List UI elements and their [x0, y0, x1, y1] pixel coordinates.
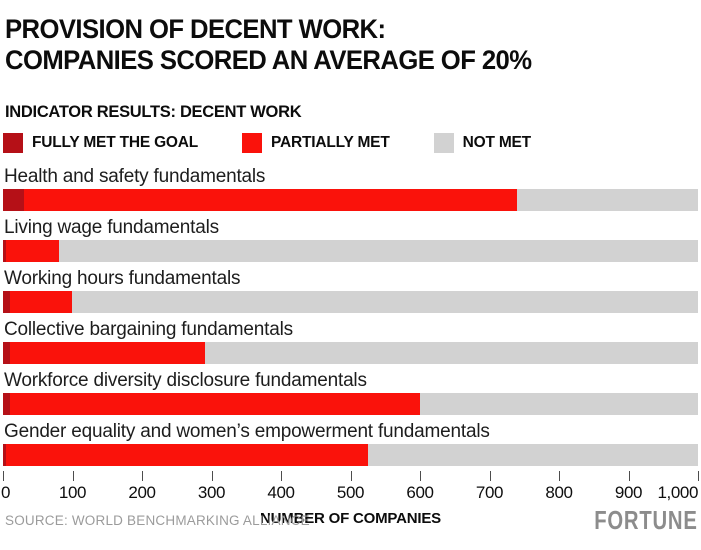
- stacked-bar: [3, 342, 698, 364]
- tick-mark: [211, 471, 213, 481]
- bar-segment-fully-met-the-goal: [3, 291, 10, 313]
- indicator-label: Living wage fundamentals: [4, 217, 219, 238]
- bar-segment-fully-met-the-goal: [3, 189, 24, 211]
- bar-segment-partially-met: [9, 291, 73, 313]
- source-credit: SOURCE: WORLD BENCHMARKING ALLIANCE: [5, 513, 310, 528]
- bar-segment-not-met: [58, 240, 698, 262]
- indicator-label: Health and safety fundamentals: [4, 166, 266, 187]
- bar-segment-partially-met: [6, 240, 59, 262]
- tick-label: 900: [614, 483, 643, 502]
- indicator-label: Workforce diversity disclosure fundament…: [4, 370, 367, 391]
- bar-segment-not-met: [204, 342, 698, 364]
- bar-segment-fully-met-the-goal: [3, 342, 10, 364]
- tick-mark: [350, 471, 352, 481]
- indicator-row: Living wage fundamentals: [3, 216, 698, 262]
- legend-item: PARTIALLY MET: [242, 133, 390, 153]
- footer: SOURCE: WORLD BENCHMARKING ALLIANCE FORT…: [3, 505, 698, 536]
- chart-subtitle: INDICATOR RESULTS: DECENT WORK: [5, 102, 302, 121]
- tick-label: 600: [406, 483, 434, 502]
- stacked-bar: [3, 240, 698, 262]
- bar-segment-fully-met-the-goal: [3, 444, 7, 466]
- x-axis-ticks: [3, 471, 699, 481]
- tick-mark: [3, 471, 4, 481]
- tick-label: 800: [545, 483, 573, 502]
- legend-label: PARTIALLY MET: [271, 134, 390, 151]
- bar-segment-partially-met: [9, 393, 420, 415]
- page-title: PROVISION OF DECENT WORK: COMPANIES SCOR…: [5, 14, 698, 75]
- tick-label: 100: [58, 483, 87, 502]
- stacked-bar: [3, 444, 698, 466]
- legend-label: FULLY MET THE GOAL: [32, 134, 199, 151]
- indicator-row: Working hours fundamentals: [3, 267, 698, 313]
- legend-swatch-icon: [3, 133, 23, 153]
- bar-segment-not-met: [419, 393, 698, 415]
- indicator-label: Working hours fundamentals: [4, 268, 241, 289]
- fortune-logo: FORTUNE: [594, 505, 698, 535]
- bar-segment-not-met: [72, 291, 698, 313]
- bar-segment-fully-met-the-goal: [3, 240, 7, 262]
- stacked-bar: [3, 291, 698, 313]
- x-axis-title: NUMBER OF COMPANIES: [260, 510, 441, 527]
- tick-mark: [72, 471, 74, 481]
- tick-mark: [559, 471, 560, 481]
- legend-swatch-icon: [242, 133, 263, 153]
- legend-label: NOT MET: [462, 134, 532, 151]
- x-axis: 0 100 200 300 400 500 600 700 800 900 1,000 NUMBER…: [1, 471, 699, 527]
- tick-mark: [420, 471, 421, 481]
- bar-segment-partially-met: [9, 342, 205, 364]
- indicator-label: Gender equality and women’s empowerment …: [4, 421, 490, 442]
- stacked-bar: [3, 189, 698, 211]
- legend-item: NOT MET: [433, 133, 532, 153]
- bar-rows: Health and safety fundamentals Living wa…: [3, 165, 698, 466]
- bar-segment-partially-met: [23, 189, 518, 211]
- indicator-row: Health and safety fundamentals: [3, 165, 698, 211]
- bar-segment-not-met: [367, 444, 698, 466]
- x-axis-tick-labels: 0 100 200 300 400 500 600 700 800 900 1,000: [1, 483, 698, 503]
- bar-segment-fully-met-the-goal: [3, 393, 10, 415]
- legend-swatch-icon: [433, 133, 454, 153]
- title-line-2: COMPANIES SCORED AN AVERAGE OF 20%: [5, 44, 532, 75]
- stacked-bar: [3, 393, 698, 415]
- bar-segment-partially-met: [6, 444, 368, 466]
- title-line-1: PROVISION OF DECENT WORK:: [5, 14, 386, 44]
- indicator-row: Workforce diversity disclosure fundament…: [3, 369, 698, 415]
- tick-mark: [142, 471, 143, 481]
- bar-segment-not-met: [517, 189, 698, 211]
- tick-label: 0: [1, 483, 11, 502]
- indicator-row: Collective bargaining fundamentals: [3, 318, 698, 364]
- tick-label: 1,000: [657, 483, 698, 502]
- tick-label: 500: [336, 483, 365, 502]
- tick-label: 200: [128, 483, 156, 502]
- tick-mark: [628, 471, 630, 481]
- legend-item: FULLY MET THE GOAL: [3, 133, 198, 153]
- tick-label: 300: [197, 483, 226, 502]
- tick-mark: [489, 471, 491, 481]
- legend: FULLY MET THE GOAL PARTIALLY MET NOT MET: [3, 132, 698, 154]
- indicator-row: Gender equality and women’s empowerment …: [3, 420, 698, 466]
- tick-mark: [698, 471, 699, 481]
- tick-label: 400: [267, 483, 295, 502]
- indicator-label: Collective bargaining fundamentals: [4, 319, 293, 340]
- tick-mark: [281, 471, 282, 481]
- tick-label: 700: [475, 483, 504, 502]
